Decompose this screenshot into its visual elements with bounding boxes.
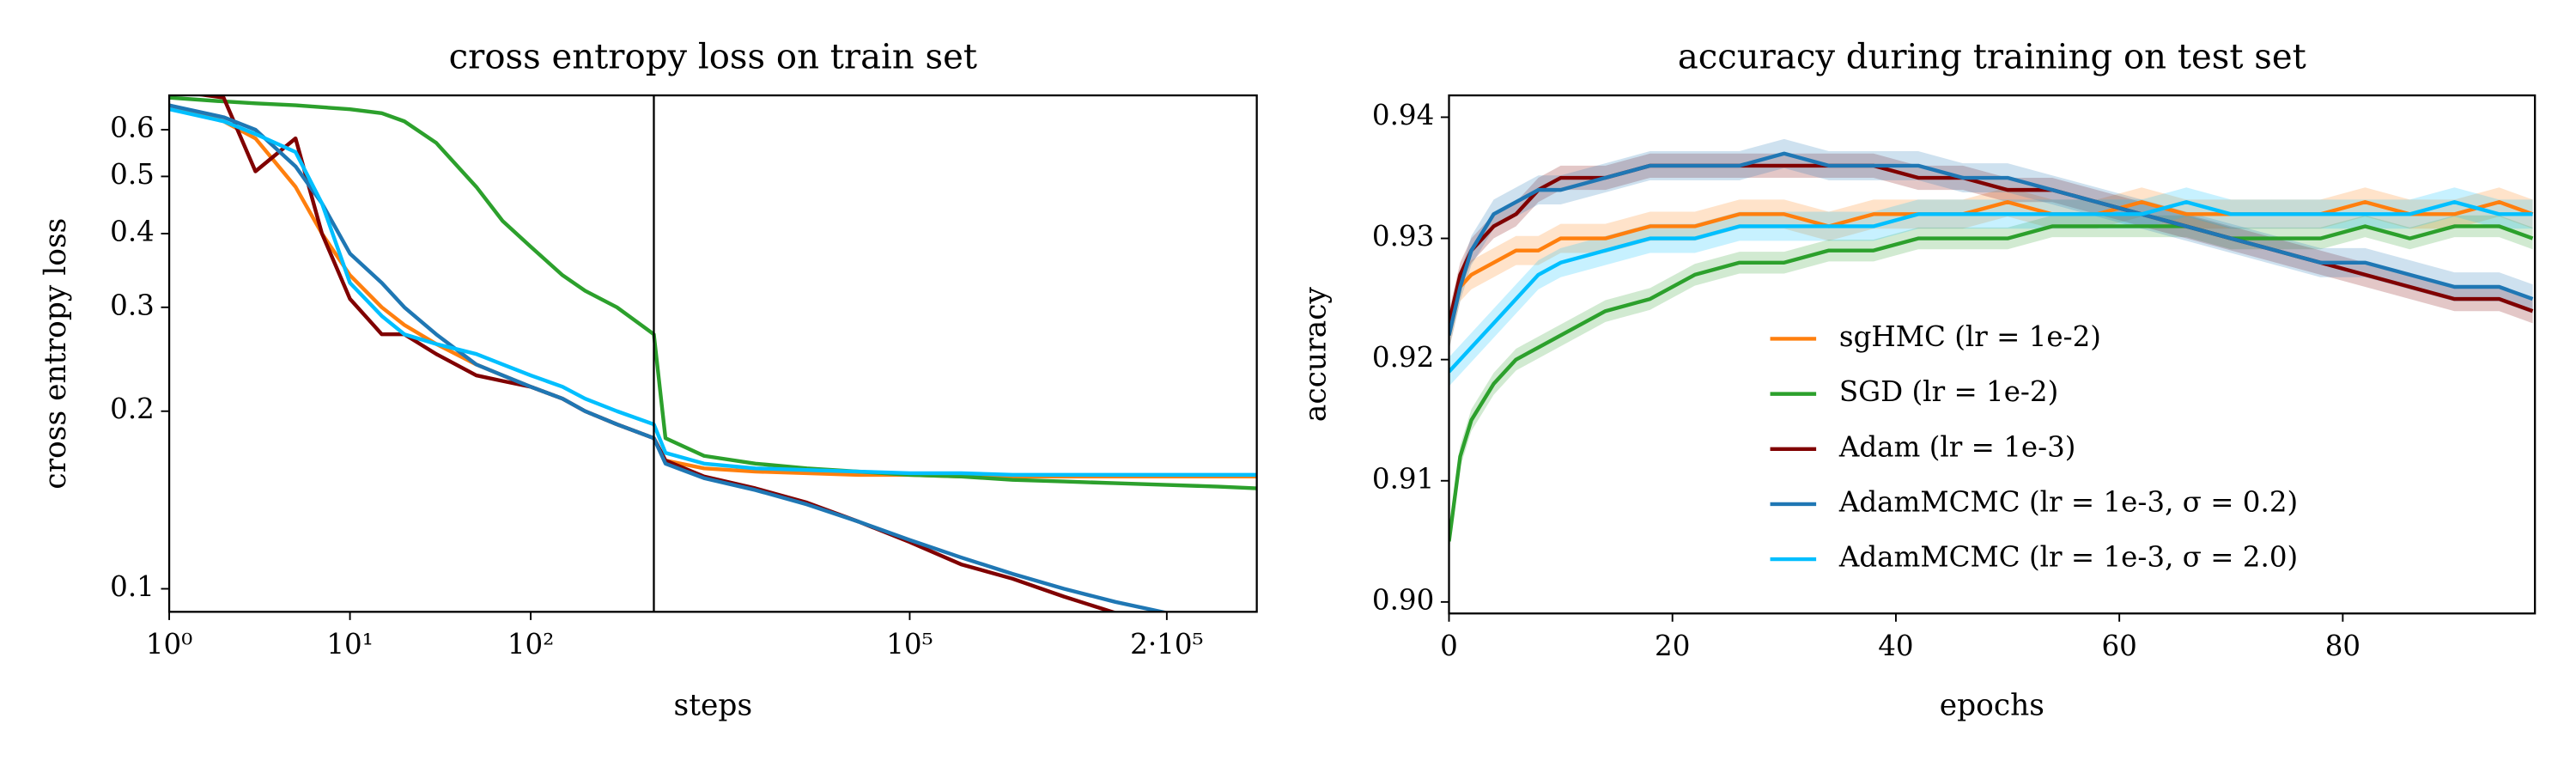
x-tick-label: 2·10⁵ — [1130, 628, 1203, 660]
legend-label: Adam (lr = 1e-3) — [1838, 430, 2076, 463]
series-line — [1449, 200, 2533, 374]
x-axis-label: steps — [674, 688, 753, 722]
legend-label: AdamMCMC (lr = 1e-3, σ = 0.2) — [1838, 485, 2298, 518]
plot-area — [169, 95, 1257, 612]
y-tick-label: 0.93 — [1372, 220, 1434, 253]
y-axis-label: cross entropy loss — [39, 218, 73, 490]
error-band — [1449, 187, 2533, 350]
x-tick-label: 80 — [2325, 630, 2360, 662]
y-tick-label: 0.3 — [110, 289, 155, 321]
x-tick-label: 40 — [1878, 630, 1913, 662]
y-axis-label: accuracy — [1298, 287, 1333, 423]
error-band — [1449, 138, 2533, 350]
x-tick-label: 0 — [1440, 630, 1458, 662]
series-line — [1449, 151, 2534, 336]
series-line — [169, 103, 1171, 612]
plot-area — [1449, 138, 2534, 553]
y-tick-label: 0.6 — [110, 112, 155, 144]
y-tick-label: 0.94 — [1372, 99, 1434, 131]
legend-label: SGD (lr = 1e-2) — [1839, 375, 2058, 408]
series-line — [169, 107, 1257, 478]
error-band — [1449, 153, 2533, 336]
error-band — [1449, 187, 2533, 386]
axes-frame — [167, 94, 1258, 613]
legend-label: AdamMCMC (lr = 1e-3, σ = 2.0) — [1838, 541, 2298, 574]
x-tick-label: 10¹ — [326, 628, 373, 660]
chart-title: cross entropy loss on train set — [449, 37, 977, 76]
axes-frame — [1448, 94, 2537, 615]
y-tick-label: 0.90 — [1372, 583, 1434, 616]
x-tick-label: 60 — [2101, 630, 2136, 662]
series-line — [169, 103, 1257, 478]
y-tick-label: 0.2 — [110, 393, 155, 425]
y-tick-label: 0.1 — [110, 570, 155, 603]
y-tick-label: 0.4 — [110, 215, 155, 247]
y-tick-label: 0.91 — [1372, 462, 1434, 495]
x-tick-label: 20 — [1655, 630, 1690, 662]
legend-label: sgHMC (lr = 1e-2) — [1839, 320, 2101, 353]
x-axis-label: epochs — [1940, 688, 2044, 722]
x-tick-label: 10⁵ — [886, 628, 933, 660]
x-tick-label: 10² — [507, 628, 554, 660]
y-tick-label: 0.5 — [110, 158, 155, 191]
series-line — [169, 95, 1257, 490]
chart-title: accuracy during training on test set — [1678, 37, 2306, 76]
series-line — [192, 95, 1118, 612]
y-tick-label: 0.92 — [1372, 341, 1434, 374]
series-line — [1449, 163, 2534, 324]
series-line — [1449, 224, 2534, 542]
x-tick-label: 10⁰ — [146, 628, 192, 660]
